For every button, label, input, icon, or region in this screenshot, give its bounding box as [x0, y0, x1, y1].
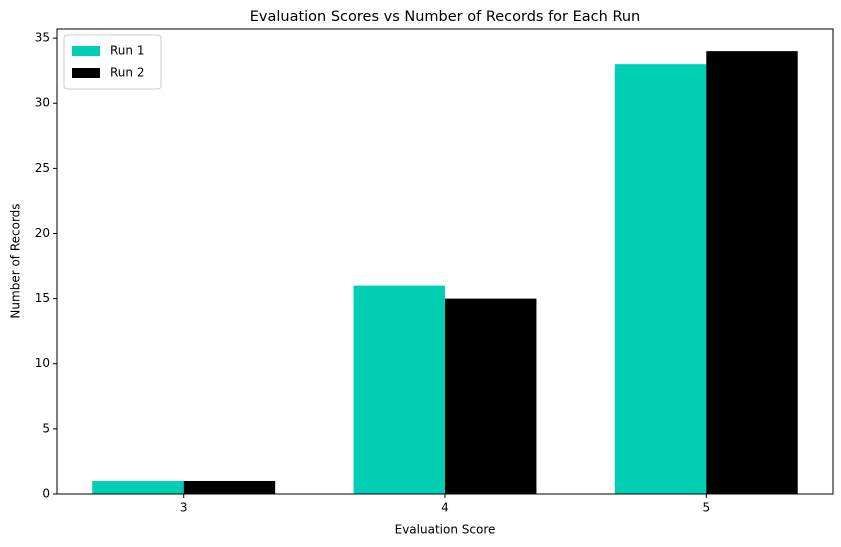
- plot-frame: [56, 28, 834, 495]
- legend: Run 1 Run 2: [63, 34, 162, 90]
- x-tick-label: 5: [702, 501, 710, 515]
- bar: [614, 64, 707, 495]
- y-tick-label: 15: [35, 291, 50, 305]
- bar: [183, 480, 276, 494]
- x-tick-label: 3: [180, 501, 188, 515]
- y-axis-label: Number of Records: [9, 203, 23, 318]
- y-tick-label: 5: [42, 421, 50, 435]
- y-tick-label: 20: [35, 226, 50, 240]
- legend-swatch: [72, 68, 100, 78]
- y-tick-label: 35: [35, 31, 50, 45]
- x-tick-label: 4: [441, 501, 449, 515]
- y-tick-label: 30: [35, 96, 50, 110]
- y-tick-label: 10: [35, 356, 50, 370]
- x-axis-label: Evaluation Score: [395, 523, 496, 537]
- bar: [92, 480, 184, 494]
- bar: [445, 298, 537, 494]
- chart-title: Evaluation Scores vs Number of Records f…: [250, 9, 641, 25]
- y-tick-label: 0: [42, 487, 50, 501]
- legend-label: Run 2: [110, 66, 144, 80]
- legend-swatch: [72, 46, 100, 56]
- legend-label: Run 1: [110, 44, 144, 58]
- bar: [353, 285, 445, 494]
- bar: [706, 51, 798, 495]
- y-tick-label: 25: [35, 161, 50, 175]
